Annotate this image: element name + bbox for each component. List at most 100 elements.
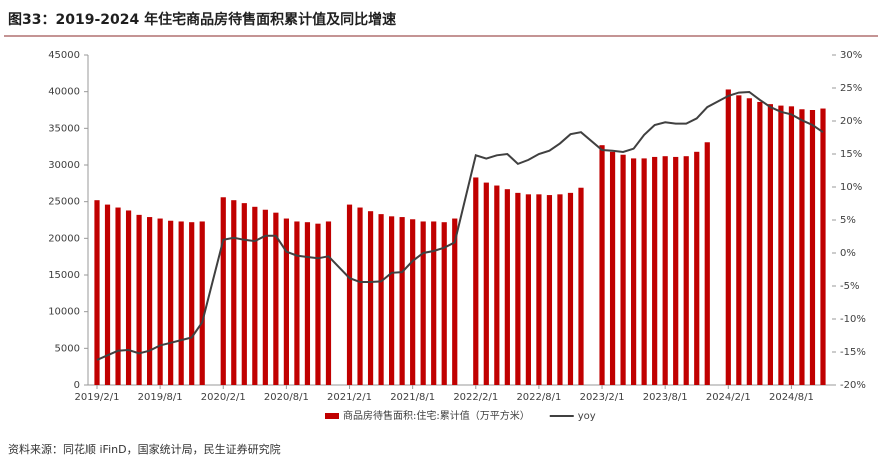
y-tick-label: 0 [74, 380, 80, 391]
y-tick-label: 15000 [48, 270, 80, 281]
bar [578, 187, 584, 385]
y2-tick-label: 30% [840, 50, 862, 61]
bar [367, 211, 374, 385]
y2-tick-label: -20% [840, 380, 866, 391]
bar [115, 207, 121, 385]
legend-swatch [325, 413, 339, 419]
bar [609, 151, 616, 385]
bar [304, 222, 311, 385]
bar [483, 182, 489, 385]
bar [241, 203, 247, 385]
y2-tick-label: 25% [840, 83, 862, 94]
bar [231, 200, 237, 385]
x-tick-label: 2019/2/1 [75, 392, 120, 403]
chart-title: 图33：2019-2024 年住宅商品房待售面积累计值及同比增速 [8, 11, 396, 28]
bar [252, 206, 258, 385]
bar [599, 145, 605, 385]
bar [757, 101, 763, 385]
bar [546, 195, 553, 385]
x-tick-label: 2020/2/1 [201, 392, 246, 403]
bar [147, 217, 153, 385]
bar [683, 156, 689, 385]
bar [746, 98, 752, 386]
source: 资料来源：同花顺 iFinD，国家统计局，民生证券研究院 [8, 442, 281, 456]
bar [199, 221, 205, 385]
legend-label: yoy [578, 411, 596, 422]
bar [178, 221, 184, 385]
bar [378, 214, 384, 385]
bar [262, 209, 268, 385]
y2-tick-label: -5% [840, 281, 859, 292]
bar [136, 214, 142, 385]
bar [620, 154, 626, 385]
legend-label: 商品房待售面积:住宅:累计值（万平方米） [343, 409, 530, 422]
bar [799, 109, 805, 386]
bar [189, 222, 195, 385]
bar [494, 185, 500, 385]
y-tick-label: 35000 [48, 123, 80, 134]
bar [325, 221, 332, 385]
bar [104, 204, 111, 385]
y-tick-label: 25000 [48, 197, 80, 208]
bar [778, 105, 784, 385]
bar [399, 217, 405, 385]
bar [515, 192, 521, 385]
bar [652, 156, 658, 385]
bar [694, 151, 700, 385]
bar [431, 221, 437, 385]
x-tick-label: 2022/2/1 [453, 392, 498, 403]
bar [294, 221, 300, 385]
y2-tick-label: 5% [840, 215, 856, 226]
x-tick-label: 2022/8/1 [516, 392, 561, 403]
bar [357, 207, 363, 385]
y-tick-label: 10000 [48, 307, 80, 318]
bar [557, 194, 563, 385]
bar [273, 212, 279, 385]
bar [420, 221, 426, 385]
bar [767, 104, 773, 385]
y-tick-label: 40000 [48, 87, 80, 98]
bar [673, 156, 679, 385]
y2-tick-label: 15% [840, 149, 862, 160]
bar [410, 219, 416, 385]
bar [94, 200, 100, 385]
bar [168, 220, 174, 385]
bar [389, 216, 395, 385]
y2-tick-label: 20% [840, 116, 862, 127]
bar [125, 210, 132, 385]
y-tick-label: 5000 [55, 343, 80, 354]
bar [346, 204, 353, 385]
x-tick-label: 2023/2/1 [580, 392, 625, 403]
y2-tick-label: -10% [840, 314, 866, 325]
x-tick-label: 2024/2/1 [706, 392, 751, 403]
y-tick-label: 45000 [48, 50, 80, 61]
bar [567, 192, 574, 385]
y2-tick-label: -15% [840, 347, 866, 358]
bar [452, 218, 458, 385]
x-tick-label: 2023/8/1 [643, 392, 688, 403]
line [96, 90, 824, 361]
bar [736, 95, 742, 385]
y2-tick-label: 10% [840, 182, 862, 193]
bar [315, 223, 321, 385]
x-tick-label: 2019/8/1 [138, 392, 183, 403]
bar [220, 197, 226, 385]
bar [525, 194, 531, 385]
bar [725, 89, 731, 385]
bar [631, 158, 637, 385]
bar [820, 108, 826, 386]
x-tick-label: 2021/8/1 [390, 392, 435, 403]
y-tick-label: 20000 [48, 233, 80, 244]
bar [157, 218, 163, 385]
x-tick-label: 2024/8/1 [769, 392, 814, 403]
bar [788, 106, 795, 385]
x-tick-label: 2020/8/1 [264, 392, 309, 403]
bar [283, 218, 289, 385]
y-tick-label: 30000 [48, 160, 80, 171]
x-tick-label: 2021/2/1 [327, 392, 372, 403]
bar [473, 177, 479, 385]
bar [809, 110, 816, 385]
bar [441, 222, 447, 385]
bar [536, 194, 542, 385]
